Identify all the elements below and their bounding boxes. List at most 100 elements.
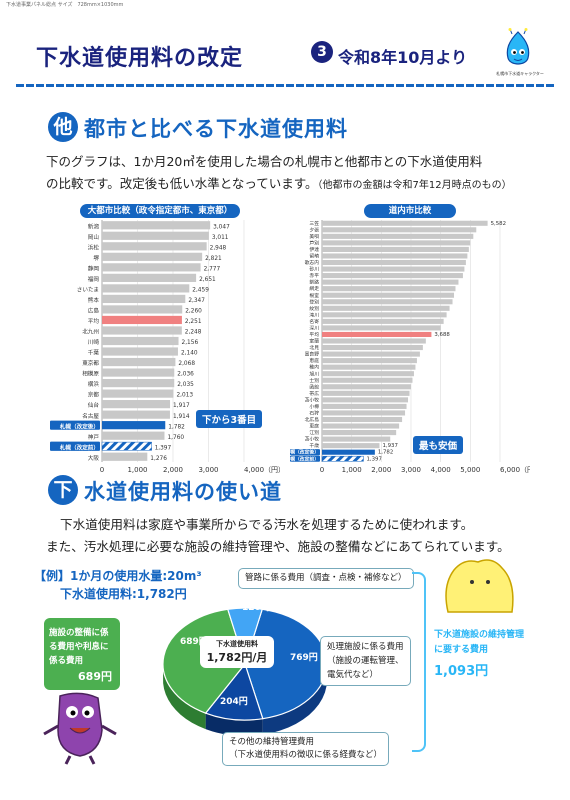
facility-cost-box: 施設の整備に係る費用や利息に係る費用 689円 [44, 618, 120, 690]
bar [102, 294, 186, 304]
bar [322, 325, 441, 331]
title-banner: 下水道使用料の改定 3 令和8年10月より [16, 30, 516, 71]
bar [322, 430, 397, 436]
value-label: 1,397 [155, 445, 172, 451]
value-label: 2,068 [178, 361, 195, 367]
bar [322, 299, 453, 305]
section1-line2: の比較です。改定後も低い水準となっています。 [46, 176, 318, 191]
bar [322, 286, 456, 292]
bar [102, 221, 211, 230]
bar [322, 371, 414, 377]
title-date: 令和8年10月より [338, 48, 468, 67]
other-cost-line2: （下水道使用料の徴収に係る経費など） [229, 750, 383, 760]
file-label: 下水道事業パネル総点 サイズ 728mm×1030mm [6, 2, 124, 8]
category-label: 名古屋 [82, 412, 99, 420]
bar [102, 305, 183, 314]
treatment-cost-box: 処理施設に係る費用 （施設の運転管理、 電気代など） [320, 636, 411, 686]
category-label: 静岡 [88, 264, 100, 272]
category-label: 北広島 [305, 416, 320, 423]
category-label: 旭川 [309, 370, 319, 377]
bar [102, 263, 201, 272]
category-label: 仙台 [88, 401, 100, 409]
mascot-icon [506, 28, 530, 65]
bar [102, 389, 174, 398]
bar [102, 400, 171, 409]
category-label: 歌志内 [305, 259, 320, 266]
pie-slice-side [262, 663, 327, 735]
bar [322, 253, 468, 259]
section1-line2-wrap: の比較です。改定後も低い水準となっています。（他都市の金額は令和7年12月時点の… [46, 172, 512, 198]
category-label: 岡山 [88, 233, 99, 241]
bar [322, 220, 488, 226]
bar [322, 227, 477, 233]
bar [102, 421, 166, 430]
chart2-title: 道内市比較 [364, 204, 456, 218]
category-label: 大阪 [88, 454, 100, 462]
category-label: 三笠 [309, 220, 319, 227]
section1-line1: 下のグラフは、1か月20㎥を使用した場合の札幌市と他都市との下水道使用料 [46, 154, 483, 169]
tick-label: 2,000 [163, 466, 183, 474]
value-label: 2,013 [176, 393, 193, 399]
category-label: 小樽 [309, 403, 319, 410]
category-label: 札幌（改定後） [59, 422, 99, 430]
value-label: 1,397 [366, 456, 381, 462]
bar [322, 246, 469, 252]
bar [102, 378, 175, 388]
section2-line1: 下水道使用料は家庭や事業所からでる汚水を処理するために使われます。 [60, 517, 474, 532]
chart2-callout: 最も安価 [413, 436, 464, 454]
bar [322, 338, 426, 344]
category-label: 堺 [93, 254, 99, 262]
bar [101, 441, 152, 451]
category-label: 稚内 [309, 364, 319, 371]
category-highlight [50, 420, 100, 430]
facility-cost-value: 689円 [78, 670, 112, 683]
treatment-cost-line1: 処理施設に係る費用 [327, 642, 404, 652]
section1-icon: 他 [48, 112, 78, 142]
category-label: 新潟 [88, 222, 100, 230]
category-label: 平均 [309, 331, 319, 338]
bar [102, 326, 182, 335]
category-label: 紋別 [309, 305, 319, 312]
category-label: 伊達 [309, 246, 319, 253]
value-label: 5,582 [491, 221, 506, 227]
category-label: さいたま [77, 286, 99, 293]
bar [322, 384, 411, 390]
bar [322, 443, 380, 449]
other-cost-line1: その他の維持管理費用 [229, 737, 315, 747]
value-label: 1,937 [382, 443, 397, 449]
tick-label: 3,000 [198, 466, 218, 474]
category-label: 函館 [309, 383, 319, 390]
value-label: 1,782 [378, 450, 393, 456]
bar [322, 377, 413, 383]
pie-slice-label: 204円 [220, 696, 248, 707]
value-label: 2,948 [210, 245, 227, 251]
example-line1: 【例】1か月の使用水量:20m³ [34, 569, 202, 583]
tick-label: 3,000 [401, 466, 421, 474]
bar [322, 312, 447, 318]
category-label: 平均 [88, 317, 100, 325]
bar [102, 368, 175, 377]
tick-label: 5,000 [460, 466, 480, 474]
maintenance-value: 1,093円 [434, 664, 489, 679]
bar [322, 410, 406, 416]
bar [102, 357, 176, 367]
tick-label: 4,000（円） [244, 466, 280, 474]
bar [322, 344, 423, 351]
category-label: 網走 [309, 285, 319, 292]
category-label: 登別 [309, 298, 319, 305]
bar [322, 403, 407, 409]
category-label: 恵庭 [309, 357, 319, 364]
bar [102, 431, 165, 440]
value-label: 2,156 [182, 340, 199, 346]
category-label: 赤平 [309, 273, 319, 279]
bar [322, 436, 391, 442]
value-label: 1,782 [168, 424, 185, 430]
category-label: 深川 [309, 324, 319, 331]
value-label: 2,036 [177, 372, 194, 378]
tick-label: 0 [100, 466, 104, 474]
category-label: 横浜 [88, 380, 100, 388]
character-icon [43, 692, 117, 765]
category-label: 滝川 [309, 311, 319, 318]
bar [322, 292, 455, 298]
category-label: 根室 [309, 292, 319, 299]
